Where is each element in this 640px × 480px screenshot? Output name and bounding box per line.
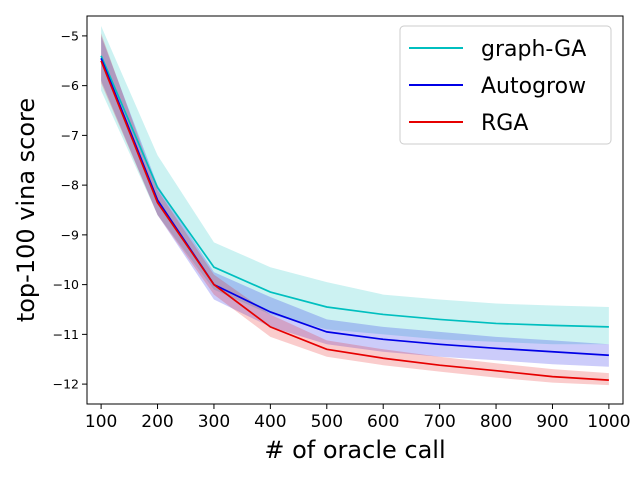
y-tick-label: −8 (61, 178, 79, 193)
band-graph-ga (101, 25, 609, 345)
x-axis-title: # of oracle call (264, 436, 445, 464)
y-tick-label: −5 (61, 28, 79, 43)
line-rga (100, 60, 609, 381)
y-tick-label: −9 (61, 227, 79, 242)
series-lines (100, 55, 609, 381)
x-tick-label: 1000 (587, 412, 630, 432)
legend-frame (399, 25, 612, 145)
x-tick-label: 900 (536, 412, 568, 432)
x-tick-label: 800 (480, 412, 512, 432)
line-graph-ga (100, 55, 609, 328)
legend: graph-GA Autogrow RGA (399, 25, 612, 145)
y-axis-ticks: −5 −6 −7 −8 −9 −10 −11 −12 (53, 28, 87, 392)
band-rga (101, 33, 609, 386)
x-tick-label: 400 (254, 412, 286, 432)
y-tick-label: −7 (61, 128, 79, 143)
x-tick-label: 600 (367, 412, 399, 432)
x-tick-label: 200 (141, 412, 173, 432)
x-axis-ticks: 100 200 300 400 500 600 700 800 900 1000 (85, 404, 631, 432)
legend-label: graph-GA (481, 37, 586, 62)
x-tick-label: 500 (311, 412, 343, 432)
x-tick-label: 100 (85, 412, 117, 432)
legend-label: RGA (481, 111, 528, 136)
y-axis-title: top-100 vina score (12, 98, 40, 322)
x-tick-label: 700 (423, 412, 455, 432)
legend-label: Autogrow (481, 74, 586, 99)
x-tick-label: 300 (198, 412, 230, 432)
plot-area-frame (86, 15, 624, 405)
band-autogrow (101, 35, 609, 367)
y-tick-label: −11 (53, 327, 79, 342)
y-tick-label: −6 (61, 78, 79, 93)
y-tick-label: −12 (53, 377, 79, 392)
y-tick-label: −10 (53, 277, 79, 292)
confidence-bands (101, 25, 609, 386)
